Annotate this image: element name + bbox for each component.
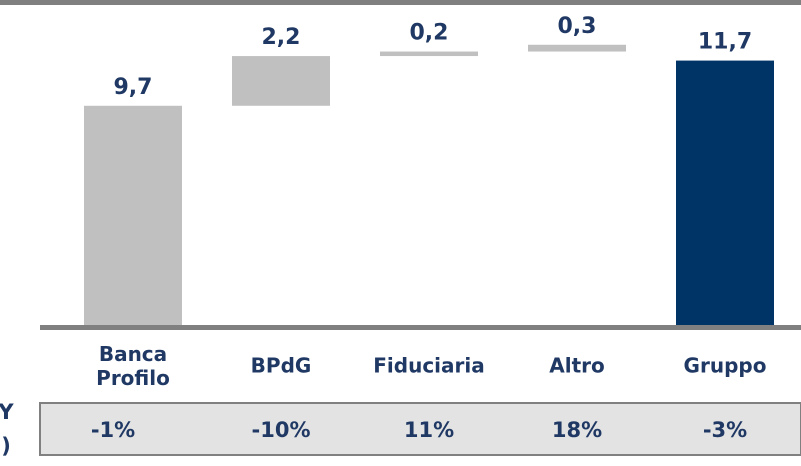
- row-value: 11%: [404, 418, 454, 442]
- row-value: -10%: [252, 418, 311, 442]
- category-label: Fiduciaria: [373, 354, 485, 378]
- top-rule: [0, 0, 801, 5]
- bar: [84, 105, 182, 325]
- category-label: Altro: [549, 354, 605, 378]
- bar: [232, 56, 330, 106]
- bar: [528, 44, 626, 52]
- row-label: Y: [0, 400, 14, 424]
- row-value: -3%: [703, 418, 747, 442]
- value-label: 2,2: [262, 25, 301, 50]
- value-label: 0,2: [410, 21, 449, 46]
- baseline: [40, 325, 801, 330]
- value-label: 0,3: [558, 14, 597, 39]
- bar: [676, 60, 774, 326]
- value-label: 11,7: [698, 30, 752, 55]
- row-label: ): [1, 434, 11, 458]
- category-label: Banca Profilo: [96, 342, 170, 390]
- row-value: 18%: [552, 418, 602, 442]
- bar: [380, 51, 478, 57]
- category-label: BPdG: [251, 354, 312, 378]
- category-label: Gruppo: [684, 354, 767, 378]
- value-label: 9,7: [114, 75, 153, 100]
- row-value: -1%: [91, 418, 135, 442]
- row-box: [39, 402, 801, 456]
